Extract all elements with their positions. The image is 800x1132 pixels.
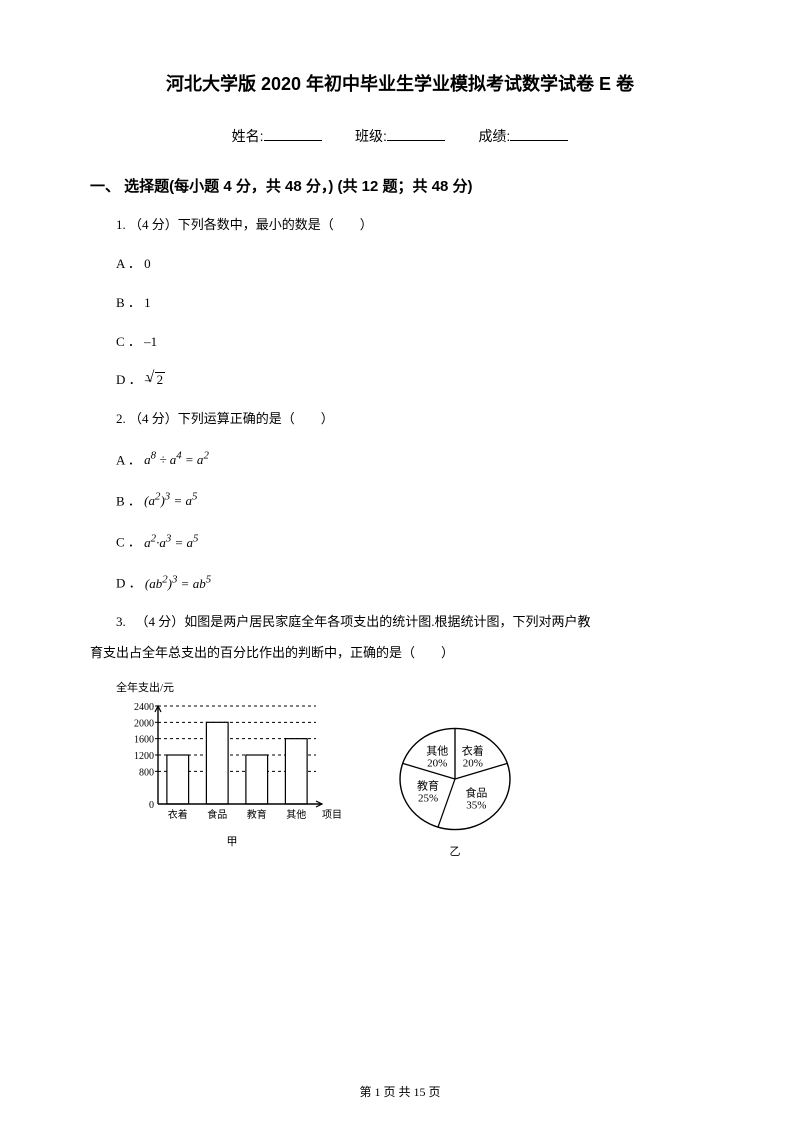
q3-line1: 3. （4 分）如图是两户居民家庭全年各项支出的统计图.根据统计图，下列对两户教	[116, 612, 710, 633]
q2-d-prefix: D ．	[116, 576, 142, 591]
svg-text:教育: 教育	[417, 779, 439, 793]
q1-b: B ． 1	[116, 293, 710, 314]
info-line: 姓名: 班级: 成绩:	[90, 125, 710, 149]
page-title: 河北大学版 2020 年初中毕业生学业模拟考试数学试卷 E 卷	[90, 70, 710, 99]
name-label: 姓名:	[232, 128, 264, 144]
svg-text:其他: 其他	[426, 745, 448, 758]
svg-text:20%: 20%	[427, 758, 447, 770]
svg-text:项目: 项目	[322, 809, 342, 821]
section-1-header: 一、 选择题(每小题 4 分，共 48 分，) (共 12 题；共 48 分)	[90, 175, 710, 199]
sqrt2-val: 2	[157, 372, 164, 387]
pie-chart-svg: 衣着20%食品35%教育25%其他20%	[388, 720, 522, 838]
q2-a: A ． a8 ÷ a4 = a2	[116, 448, 710, 471]
q3-line2: 育支出占全年总支出的百分比作出的判断中，正确的是（ ）	[90, 643, 710, 664]
svg-text:衣着: 衣着	[168, 808, 188, 821]
svg-text:食品: 食品	[207, 808, 227, 821]
svg-text:2000: 2000	[134, 718, 154, 729]
q2-b-math: (a2)3 = a5	[144, 493, 197, 508]
score-blank	[510, 126, 568, 141]
q2-d: D ． (ab2)3 = ab5	[116, 571, 710, 594]
q2-a-math: a8 ÷ a4 = a2	[144, 452, 209, 467]
q2-c: C ． a2·a3 = a5	[116, 530, 710, 553]
svg-text:1600: 1600	[134, 734, 154, 745]
page: 河北大学版 2020 年初中毕业生学业模拟考试数学试卷 E 卷 姓名: 班级: …	[0, 0, 800, 1132]
svg-text:衣着: 衣着	[462, 744, 484, 758]
name-blank	[264, 126, 322, 141]
class-blank	[387, 126, 445, 141]
bar-chart: 全年支出/元 800 1200 1600 2000 2400 衣着 食品 教育 其他 项目 0 甲	[116, 680, 348, 851]
q2-a-prefix: A ．	[116, 452, 141, 467]
q1-a: A ． 0	[116, 254, 710, 275]
svg-text:1200: 1200	[134, 751, 154, 762]
svg-text:0: 0	[149, 800, 154, 811]
q1-text: 1. （4 分）下列各数中，最小的数是（ ）	[116, 215, 710, 236]
q2-d-math: (ab2)3 = ab5	[145, 576, 211, 591]
svg-text:35%: 35%	[466, 800, 486, 812]
svg-text:2400: 2400	[134, 702, 154, 713]
bar-caption: 甲	[116, 834, 348, 852]
pie-chart: 衣着20%食品35%教育25%其他20% 乙	[388, 720, 522, 862]
svg-text:教育: 教育	[247, 808, 267, 821]
q2-text: 2. （4 分）下列运算正确的是（ ）	[116, 409, 710, 430]
q1-c: C ． –1	[116, 332, 710, 353]
charts-row: 全年支出/元 8001200160020002400衣着食品教育其他项目0 甲 …	[116, 680, 710, 862]
page-footer: 第 1 页 共 15 页	[0, 1083, 800, 1102]
bar-ylabel: 全年支出/元	[116, 680, 348, 698]
q2-c-math: a2·a3 = a5	[144, 535, 198, 550]
q2-c-prefix: C ．	[116, 535, 141, 550]
q1-d: D ． – √ 2	[116, 370, 710, 391]
class-label: 班级:	[355, 128, 387, 144]
svg-text:其他: 其他	[286, 808, 306, 821]
svg-text:25%: 25%	[418, 793, 438, 805]
score-label: 成绩:	[478, 128, 510, 144]
svg-text:20%: 20%	[463, 758, 483, 770]
svg-text:800: 800	[139, 767, 154, 778]
svg-text:食品: 食品	[465, 786, 487, 800]
q2-b-prefix: B ．	[116, 493, 141, 508]
bar-chart-svg: 800 1200 1600 2000 2400 衣着 食品 教育 其他 项目 0	[116, 700, 348, 830]
q2-b: B ． (a2)3 = a5	[116, 489, 710, 512]
pie-caption: 乙	[388, 844, 522, 862]
